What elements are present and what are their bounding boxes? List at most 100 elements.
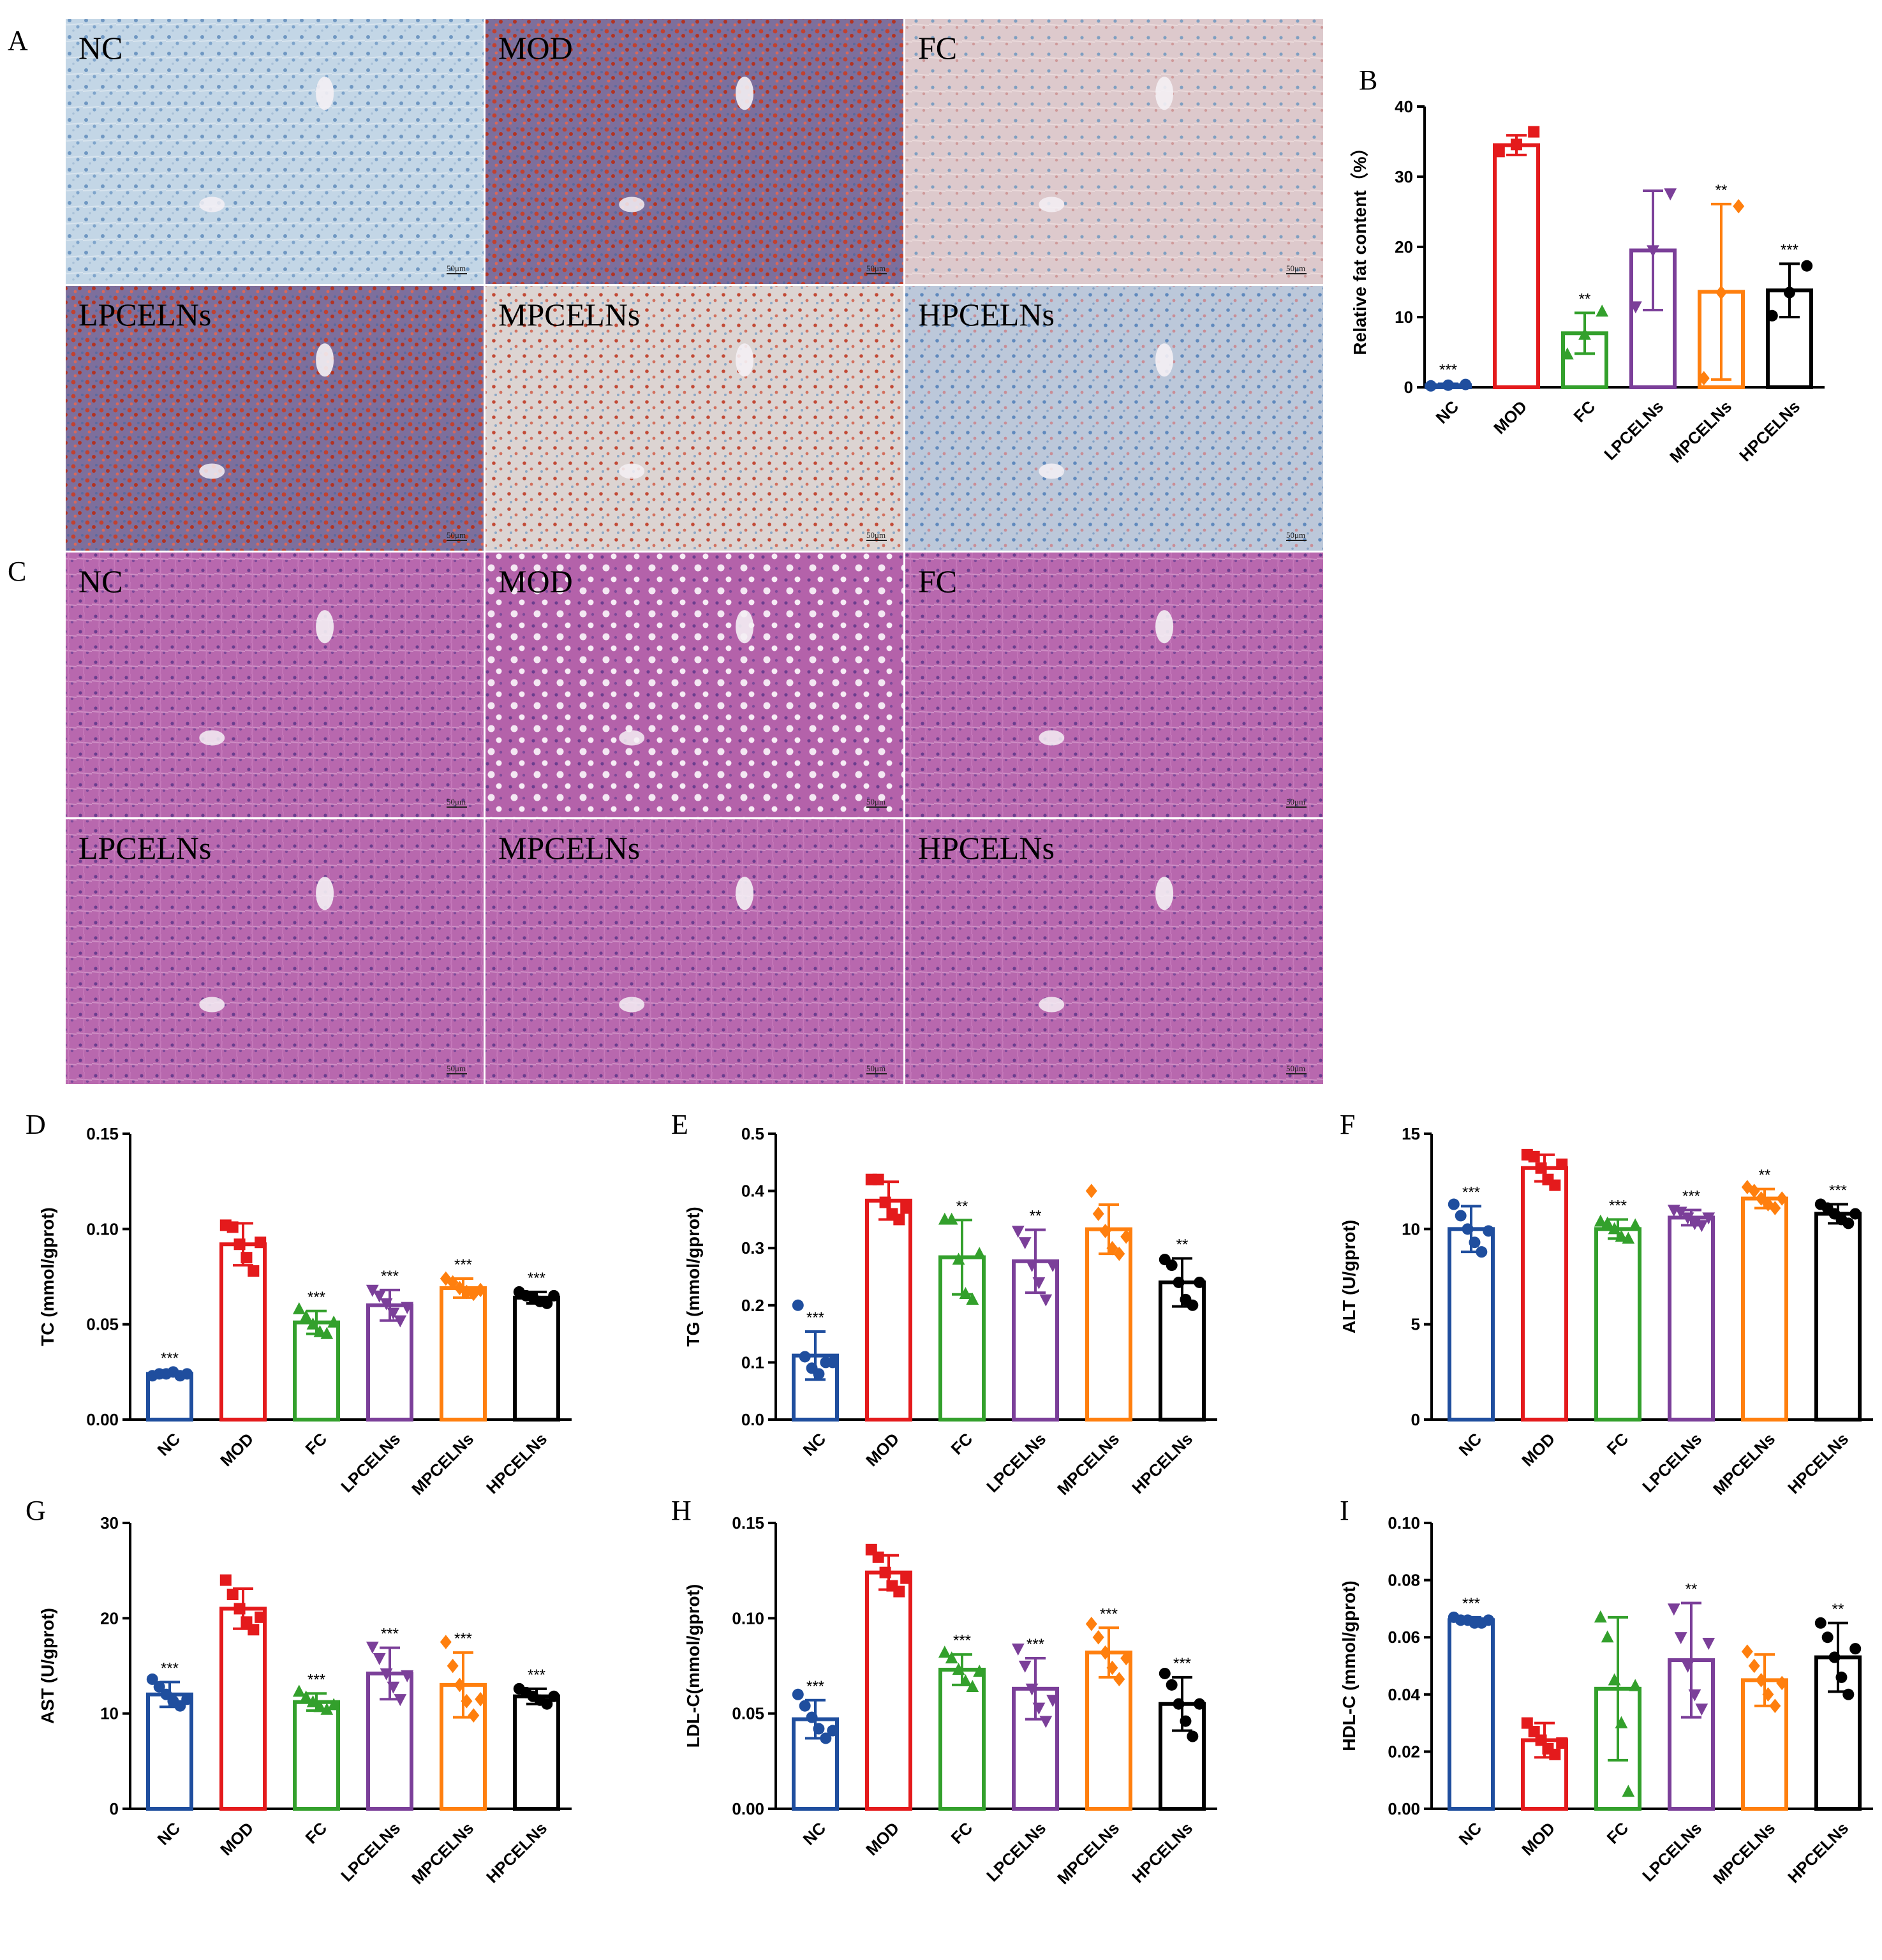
significance-label: *** xyxy=(454,1256,472,1273)
x-category-label: HPCELNs xyxy=(1784,1818,1852,1887)
data-point xyxy=(1664,188,1677,201)
data-point xyxy=(1741,1644,1753,1659)
y-tick-label: 20 xyxy=(100,1608,119,1628)
chart-panel-d: D 0.00 0.05 0.10 0.15 TC (mmol/gprot) *** NC MOD… xyxy=(26,1109,572,1499)
bar xyxy=(513,1694,560,1811)
bar-group: *** xyxy=(1448,1184,1495,1422)
data-point xyxy=(181,1368,193,1380)
y-axis-title: LDL-C(mmol/gprot) xyxy=(683,1584,703,1748)
data-point xyxy=(1667,1603,1680,1616)
data-point xyxy=(401,1302,414,1314)
data-point xyxy=(1695,1220,1708,1233)
data-point xyxy=(146,1673,158,1685)
tile-label: MPCELNs xyxy=(498,297,640,332)
data-point xyxy=(1018,1237,1032,1250)
tile-label: MOD xyxy=(498,30,573,66)
data-point xyxy=(373,1652,386,1665)
data-point xyxy=(1615,1716,1628,1728)
data-point xyxy=(1099,1224,1111,1238)
bar xyxy=(293,1700,340,1811)
bar xyxy=(1594,1227,1641,1422)
data-point xyxy=(255,1236,267,1249)
chart-panel-f: F 0 5 10 15 ALT (U/gprot) *** NC MOD *** FC *** LPCE… xyxy=(1339,1109,1873,1499)
micrograph-tile: MPCELNs 50μm xyxy=(485,286,903,551)
bar xyxy=(513,1295,560,1422)
x-category-label: MOD xyxy=(862,1818,903,1859)
data-point xyxy=(1733,198,1745,214)
data-point xyxy=(1776,1191,1788,1206)
x-category-label: MOD xyxy=(1518,1818,1559,1859)
data-point xyxy=(1769,1201,1781,1215)
data-point xyxy=(226,1221,239,1233)
data-point xyxy=(440,1635,452,1649)
data-point xyxy=(380,1668,393,1681)
tile-label: NC xyxy=(78,563,122,599)
y-tick-label: 0.10 xyxy=(86,1219,119,1238)
tile-label: FC xyxy=(918,30,957,66)
scale-bar-label: 50μm xyxy=(447,797,466,806)
tissue-image xyxy=(485,286,903,551)
data-point xyxy=(945,1212,958,1225)
significance-label: *** xyxy=(1682,1187,1700,1205)
data-point xyxy=(1849,1208,1862,1220)
data-point xyxy=(1460,378,1472,390)
bar-group: *** xyxy=(1814,1182,1862,1422)
data-point xyxy=(1622,1231,1635,1244)
data-point xyxy=(475,1692,487,1707)
data-point xyxy=(1046,1259,1060,1272)
data-point xyxy=(1784,286,1795,299)
data-point xyxy=(1748,1184,1760,1198)
scale-bar-label: 50μm xyxy=(866,797,885,806)
panel-letter: I xyxy=(1340,1495,1349,1526)
data-point xyxy=(827,1725,839,1737)
data-point xyxy=(1018,1660,1032,1673)
y-tick-label: 40 xyxy=(1395,97,1413,116)
significance-label: *** xyxy=(381,1268,399,1285)
data-point xyxy=(233,1603,246,1615)
data-point xyxy=(1442,379,1454,391)
micrograph-tile: NC 50μm xyxy=(66,19,484,284)
data-point xyxy=(1596,304,1609,317)
significance-label: *** xyxy=(953,1632,971,1649)
tissue-image xyxy=(66,819,484,1084)
y-tick-label: 5 xyxy=(1411,1315,1420,1334)
data-point xyxy=(1629,1218,1642,1231)
significance-label: *** xyxy=(528,1270,545,1287)
data-point xyxy=(541,1698,553,1710)
scale-bar-label: 50μm xyxy=(866,1064,885,1073)
scale-bar-label: 50μm xyxy=(1286,1064,1305,1073)
central-vein xyxy=(199,197,225,212)
tile-label: HPCELNs xyxy=(918,830,1055,866)
data-point xyxy=(1092,1206,1104,1221)
data-point xyxy=(945,1651,958,1664)
data-point xyxy=(387,1307,400,1320)
bar xyxy=(366,1303,413,1422)
x-category-label: MPCELNs xyxy=(1053,1429,1123,1499)
data-point xyxy=(1493,145,1505,158)
y-tick-label: 0.2 xyxy=(741,1296,764,1315)
tissue-image xyxy=(485,19,903,284)
data-point xyxy=(299,1309,313,1322)
bar-group: ** xyxy=(1667,1580,1715,1811)
bar-group: *** xyxy=(792,1678,839,1811)
x-category-label: HPCELNs xyxy=(1128,1818,1196,1887)
data-point xyxy=(1120,1651,1132,1666)
central-vein xyxy=(736,610,754,644)
x-category-label: HPCELNs xyxy=(1784,1429,1852,1497)
data-point xyxy=(1535,1162,1547,1174)
scale-bar-label: 50μm xyxy=(866,264,885,273)
scale-bar-label: 50μm xyxy=(866,530,885,540)
bar-group: *** xyxy=(440,1256,487,1422)
bar-group: *** xyxy=(1425,362,1472,392)
data-point xyxy=(313,1700,327,1712)
central-vein xyxy=(619,463,645,479)
scale-bar-label: 50μm xyxy=(1286,530,1305,540)
bar-group xyxy=(1521,1148,1568,1422)
x-category-label: FC xyxy=(947,1429,977,1459)
tile-label: NC xyxy=(78,30,122,66)
significance-label: *** xyxy=(806,1309,824,1326)
data-point xyxy=(1748,1658,1760,1674)
scale-bar-label: 50μm xyxy=(447,264,466,273)
chart-panel-e: E 0.0 0.1 0.2 0.3 0.4 0.5 TG (mmol/gprot) *** NC M… xyxy=(671,1109,1217,1499)
y-tick-label: 0.4 xyxy=(741,1182,765,1201)
